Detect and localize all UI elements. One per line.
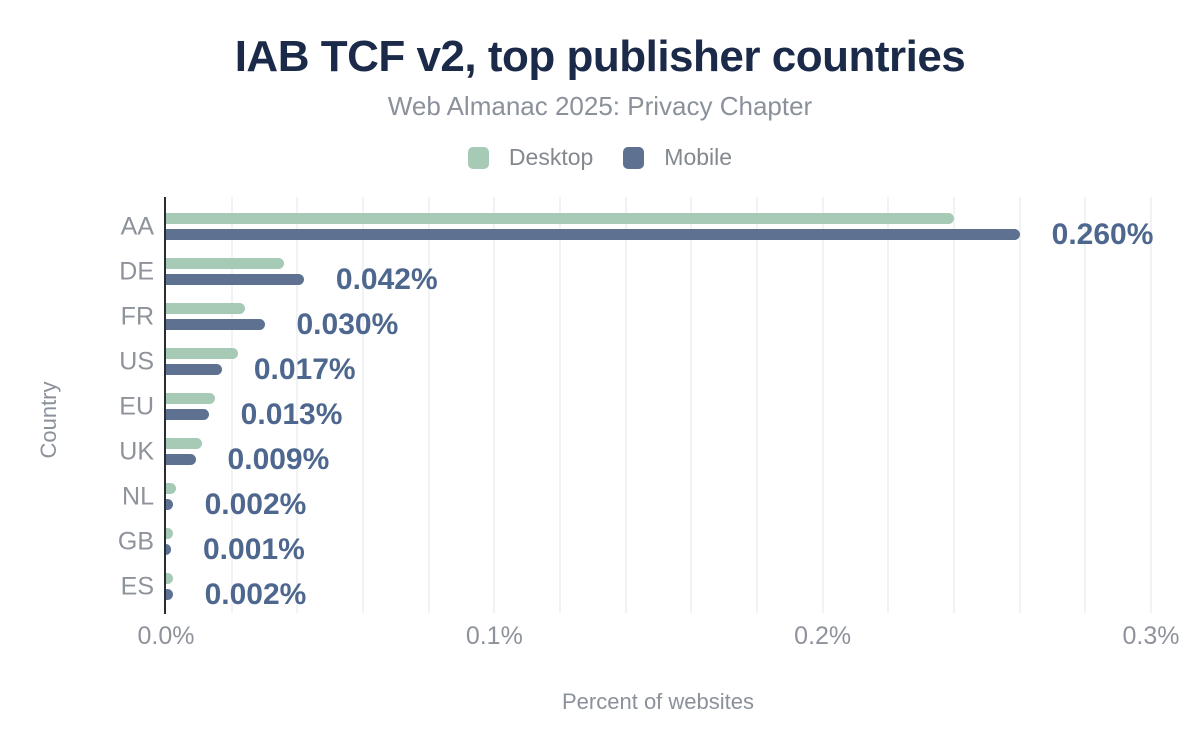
x-tick-label: 0.3% xyxy=(1122,622,1180,650)
bar-mobile xyxy=(166,364,222,375)
gridline xyxy=(1084,197,1087,613)
legend-label-mobile: Mobile xyxy=(664,144,733,170)
gridline xyxy=(1150,197,1152,613)
gridline xyxy=(1018,197,1021,613)
value-label: 0.260% xyxy=(1051,217,1154,251)
category-label: NL xyxy=(122,482,154,510)
gridline xyxy=(296,197,299,613)
bar-desktop xyxy=(166,213,954,224)
bar-desktop xyxy=(166,393,216,404)
gridline xyxy=(230,197,233,613)
gridline xyxy=(821,197,824,613)
category-label: FR xyxy=(120,302,154,330)
y-axis-title: Country xyxy=(36,381,61,459)
gridline xyxy=(427,197,430,613)
value-label: 0.009% xyxy=(227,442,330,476)
gridline xyxy=(493,197,496,613)
category-label: EU xyxy=(119,392,154,420)
bar-desktop xyxy=(166,303,245,314)
gridline xyxy=(362,197,364,613)
category-label: AA xyxy=(120,212,154,240)
legend-label-desktop: Desktop xyxy=(508,144,594,170)
category-label: US xyxy=(119,347,154,375)
x-tick-label: 0.0% xyxy=(137,622,195,650)
value-label: 0.001% xyxy=(203,532,305,566)
gridline xyxy=(953,197,955,613)
gridline xyxy=(887,197,890,613)
bar-mobile xyxy=(166,229,1020,240)
category-label: DE xyxy=(119,257,154,285)
gridline xyxy=(559,197,561,613)
chart-subtitle: Web Almanac 2025: Privacy Chapter xyxy=(387,91,813,121)
bar-mobile xyxy=(166,409,209,420)
legend-item-desktop: Desktop xyxy=(467,144,594,171)
category-label: ES xyxy=(120,572,154,600)
value-label: 0.042% xyxy=(335,262,438,296)
category-label: UK xyxy=(119,437,154,465)
x-axis-title: Percent of websites xyxy=(562,689,754,714)
bar-mobile xyxy=(166,589,173,600)
value-label: 0.002% xyxy=(204,577,307,611)
bar-desktop xyxy=(166,483,176,494)
bar-desktop xyxy=(166,258,285,269)
gridline xyxy=(756,197,758,613)
value-label: 0.017% xyxy=(253,352,356,386)
bar-desktop xyxy=(166,438,203,449)
legend: Desktop Mobile xyxy=(0,144,1200,171)
bar-mobile xyxy=(166,319,265,330)
bar-desktop xyxy=(166,573,173,584)
x-tick-label: 0.2% xyxy=(794,622,852,650)
gridline xyxy=(624,197,627,613)
bar-mobile xyxy=(166,274,304,285)
value-label: 0.002% xyxy=(204,487,307,521)
value-label: 0.030% xyxy=(296,307,399,341)
legend-item-mobile: Mobile xyxy=(623,144,732,171)
plot-area: AA 0.260% DE 0.042% FR 0.030% US 0.017% EU 0.013%… xyxy=(118,197,1179,650)
legend-swatch-mobile-icon xyxy=(623,146,645,169)
category-label: GB xyxy=(117,527,154,555)
value-label: 0.013% xyxy=(240,397,343,431)
gridline xyxy=(690,197,693,613)
bar-mobile xyxy=(166,499,173,510)
chart-title: IAB TCF v2, top publisher countries xyxy=(234,32,966,81)
legend-swatch-desktop-icon xyxy=(467,146,489,169)
bar-mobile xyxy=(166,544,171,555)
bar-mobile xyxy=(166,454,196,465)
bar-desktop xyxy=(166,348,239,359)
y-axis-line xyxy=(164,197,166,614)
bar-desktop xyxy=(166,528,173,539)
x-tick-label: 0.1% xyxy=(465,622,523,650)
